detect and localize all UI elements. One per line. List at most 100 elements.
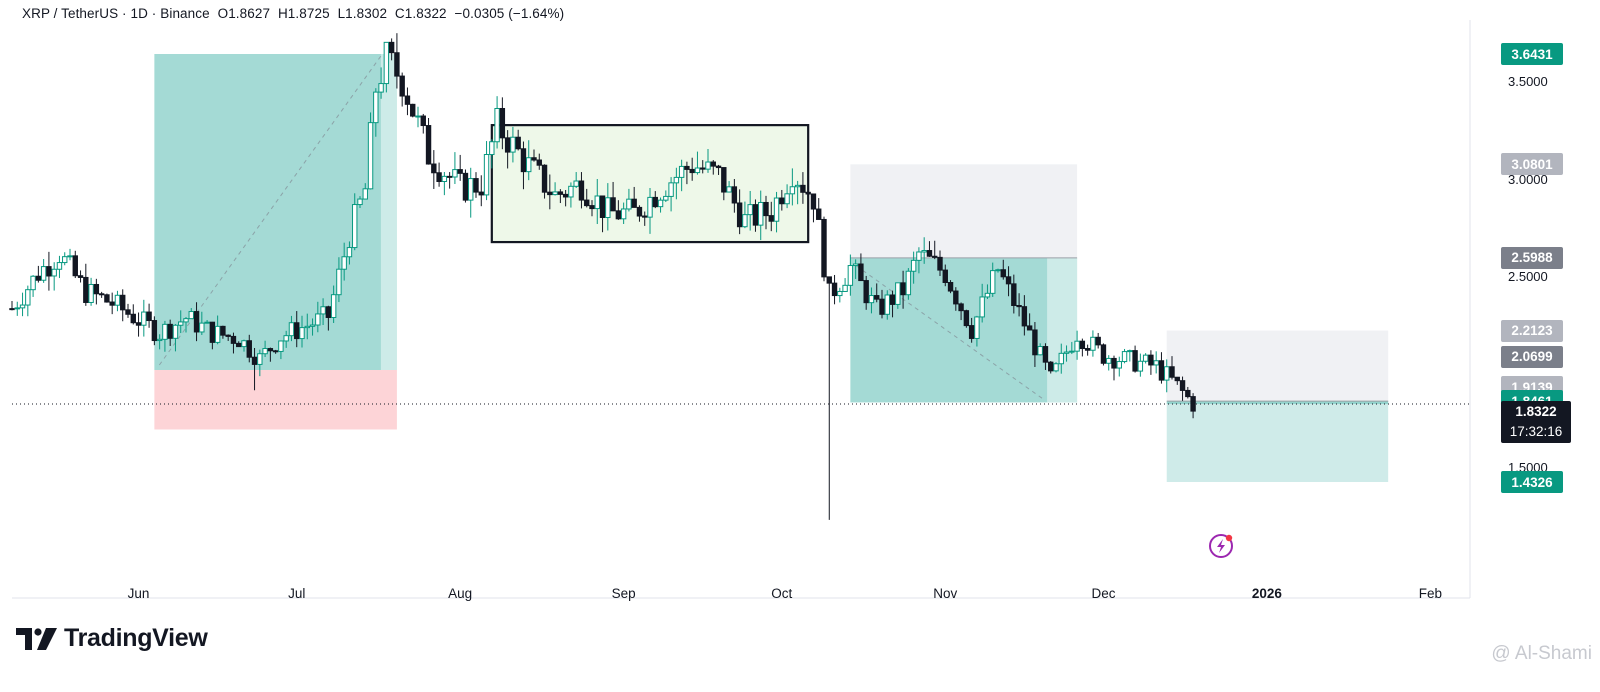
time-label-dec: Dec — [1091, 586, 1116, 601]
candle-up — [178, 321, 184, 326]
chart-overlay — [12, 20, 1471, 599]
candle-up — [1127, 350, 1133, 353]
candle-up — [594, 195, 600, 210]
candle-down — [937, 256, 943, 271]
candle-down — [1132, 350, 1138, 372]
candle-down — [642, 215, 648, 218]
bar-countdown: 17:32:16 — [1509, 424, 1563, 439]
candle-up — [341, 256, 347, 270]
candle-up — [262, 348, 268, 355]
candle-down — [272, 350, 279, 353]
candle-down — [926, 250, 933, 257]
candle-down — [889, 294, 896, 305]
candle-down — [631, 198, 637, 208]
candle-up — [494, 107, 500, 143]
candle-up — [884, 294, 890, 315]
candle-up — [758, 201, 764, 226]
price-label-1-4326: 1.4326 — [1501, 471, 1563, 493]
author-watermark: @ Al-Shami — [1491, 643, 1592, 664]
candle-up — [299, 327, 305, 340]
candle-down — [1016, 305, 1022, 308]
candle-down — [72, 255, 78, 277]
candle-up — [726, 186, 732, 193]
candle-up — [330, 294, 337, 318]
candle-up — [183, 318, 189, 323]
profit-zone-fade-0 — [380, 54, 397, 370]
candle-down — [1111, 357, 1117, 369]
candle-down — [1169, 366, 1175, 378]
time-label-sep: Sep — [611, 586, 636, 601]
candle-up — [789, 186, 796, 195]
candle-down — [230, 335, 237, 344]
candle-down — [942, 269, 948, 284]
price-label-2-0699: 2.0699 — [1501, 345, 1563, 368]
candle-up — [895, 282, 901, 305]
candle-down — [388, 41, 395, 54]
candle-down — [953, 290, 959, 305]
candle-down — [1005, 276, 1012, 285]
candle-up — [162, 323, 168, 340]
candle-up — [742, 214, 748, 228]
candle-down — [589, 205, 595, 210]
candle-up — [278, 340, 284, 352]
candle-up — [747, 204, 753, 216]
candle-down — [457, 169, 463, 174]
candle-up — [19, 304, 26, 309]
price-label-2-2123: 2.2123 — [1501, 319, 1563, 342]
price-tick: 2.5000 — [1508, 269, 1548, 284]
candle-down — [1021, 306, 1028, 327]
candle-up — [241, 340, 247, 348]
candle-up — [257, 353, 263, 365]
price-label-2-5988: 2.5988 — [1501, 246, 1563, 269]
candle-up — [114, 294, 121, 306]
candle-down — [209, 321, 216, 343]
candle-up — [974, 316, 980, 339]
symbol-title: XRP / TetherUS · 1D · Binance — [22, 6, 210, 21]
candle-down — [1048, 361, 1054, 372]
candle-up — [868, 295, 875, 304]
candle-down — [599, 195, 606, 219]
candle-up — [489, 141, 495, 156]
candle-down — [46, 266, 52, 277]
candle-up — [51, 268, 57, 277]
price-change: −0.0305 (−1.64%) — [454, 6, 565, 21]
candle-down — [251, 356, 258, 365]
candle-up — [315, 313, 321, 326]
candle-up — [605, 197, 611, 219]
ohlc-low: L1.8302 — [337, 6, 388, 21]
candle-down — [394, 52, 400, 77]
candle-down — [879, 298, 885, 315]
tradingview-logo[interactable]: TradingView — [16, 624, 208, 653]
candle-down — [1174, 376, 1180, 382]
candle-up — [852, 263, 859, 267]
candle-down — [826, 276, 832, 284]
profit-zone-3 — [1166, 401, 1389, 482]
candle-down — [689, 168, 695, 174]
candle-up — [995, 269, 1001, 272]
symbol-legend[interactable]: XRP / TetherUS · 1D · Binance O1.8627 H1… — [22, 6, 568, 21]
time-label-feb: Feb — [1418, 586, 1442, 601]
candle-up — [441, 175, 448, 183]
candle-up — [979, 296, 985, 318]
candle-up — [568, 185, 574, 198]
candle-up — [199, 322, 205, 333]
candle-up — [62, 256, 68, 264]
candle-down — [1026, 325, 1033, 331]
candle-up — [1142, 354, 1149, 362]
candle-up — [1106, 357, 1112, 364]
candle-up — [357, 198, 363, 206]
candle-up — [346, 247, 353, 258]
candlestick-series — [9, 33, 1196, 520]
loss-zone-0 — [154, 370, 397, 430]
candle-down — [684, 165, 690, 170]
candle-down — [1095, 336, 1101, 346]
candle-up — [647, 196, 653, 218]
candle-down — [752, 204, 759, 226]
candle-up — [990, 270, 996, 294]
candle-up — [56, 262, 63, 270]
candle-up — [1121, 351, 1128, 363]
candle-up — [141, 311, 147, 326]
candle-up — [921, 250, 927, 253]
candle-up — [905, 270, 912, 296]
